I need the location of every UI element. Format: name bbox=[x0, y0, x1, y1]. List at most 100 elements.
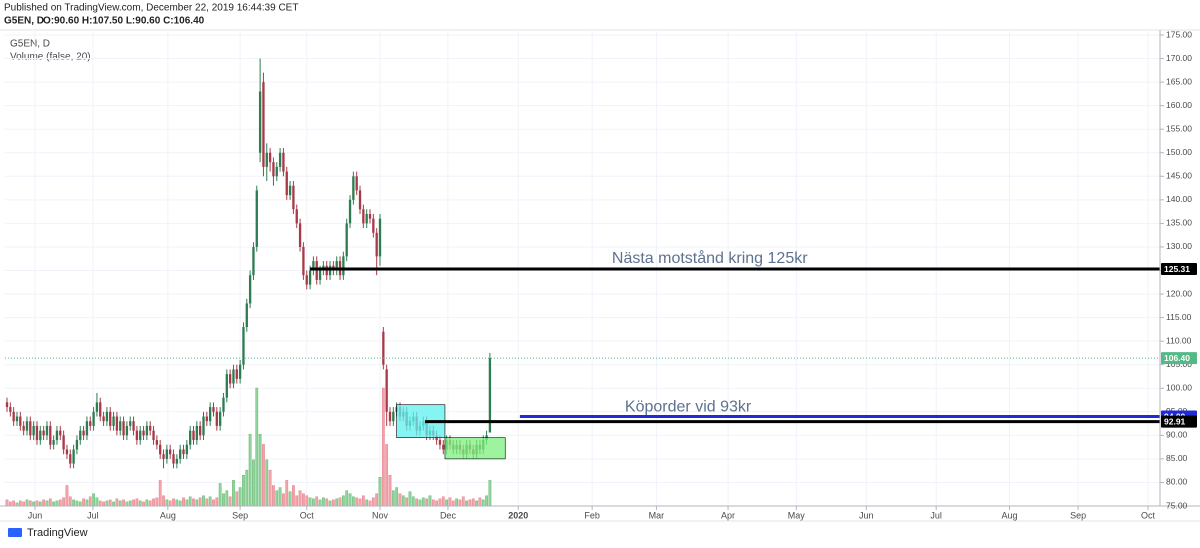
volume-bar bbox=[485, 495, 488, 507]
y-tick-label: 175.00 bbox=[1166, 29, 1192, 39]
annotation-text: Köporder vid 93kr bbox=[625, 398, 752, 415]
volume-bar bbox=[421, 497, 425, 507]
volume-bar bbox=[368, 500, 372, 507]
volume-bar bbox=[425, 498, 429, 507]
candle-body bbox=[32, 425, 35, 436]
y-tick-label: 165.00 bbox=[1166, 76, 1192, 86]
legend-volume: Volume (false, 20) bbox=[10, 52, 91, 63]
volume-bar bbox=[488, 480, 492, 507]
volume-bar bbox=[302, 493, 305, 507]
volume-bar bbox=[78, 501, 82, 507]
volume-bar bbox=[182, 497, 185, 507]
volume-bar bbox=[435, 500, 438, 507]
candle-body bbox=[182, 449, 185, 455]
volume-bar bbox=[475, 500, 478, 507]
candle-body bbox=[35, 425, 39, 441]
candle-body bbox=[348, 199, 352, 224]
candle-body bbox=[129, 421, 132, 426]
candle-body bbox=[149, 425, 152, 431]
candle-body bbox=[52, 440, 55, 445]
volume-bar bbox=[405, 497, 409, 507]
candle-body bbox=[152, 430, 155, 441]
volume-bar bbox=[115, 498, 119, 507]
volume-bar bbox=[222, 493, 225, 507]
volume-bar bbox=[162, 495, 165, 507]
overlay: Nästa motstånd kring 125kr Köporder vid 9… bbox=[5, 249, 1160, 460]
volume-bar bbox=[458, 499, 462, 507]
candle-body bbox=[165, 449, 169, 459]
volume-bar bbox=[471, 498, 475, 507]
x-tick-label: Mar bbox=[649, 510, 665, 520]
y-tick-label: 120.00 bbox=[1166, 288, 1192, 298]
candle-body bbox=[382, 331, 385, 365]
candle-body bbox=[242, 327, 245, 365]
volume-bar bbox=[5, 499, 9, 507]
candle-body bbox=[222, 397, 225, 412]
candle-body bbox=[72, 449, 75, 464]
price-tag-label: 106.40 bbox=[1164, 353, 1190, 363]
candle-body bbox=[282, 152, 285, 172]
volume-bar bbox=[192, 498, 195, 507]
candle-body bbox=[162, 454, 165, 459]
candle-body bbox=[115, 416, 119, 431]
x-tick-label: Aug bbox=[1001, 510, 1017, 520]
volume-bar bbox=[262, 444, 265, 507]
candle-body bbox=[285, 171, 288, 196]
candle-body bbox=[275, 166, 278, 177]
candle-body bbox=[135, 430, 139, 441]
y-tick-label: 145.00 bbox=[1166, 171, 1192, 181]
y-tick-label: 115.00 bbox=[1166, 312, 1192, 322]
volume-bar bbox=[351, 496, 355, 507]
volume-bar bbox=[165, 499, 169, 507]
volume-bar bbox=[355, 497, 359, 507]
volume-bar bbox=[415, 498, 419, 507]
volume-bar bbox=[398, 493, 402, 507]
volume-bar bbox=[12, 500, 16, 507]
ohlc-header: O:90.60 H:107.50 L:90.60 C:106.40 bbox=[43, 16, 205, 27]
price-tag-label: 125.31 bbox=[1164, 264, 1190, 274]
volume-bar bbox=[35, 500, 39, 507]
volume-bar bbox=[52, 501, 55, 507]
volume-bar bbox=[365, 499, 369, 507]
volume-bar bbox=[105, 500, 109, 507]
candle-body bbox=[112, 416, 115, 426]
candle-body bbox=[265, 152, 268, 167]
volume-bar bbox=[461, 496, 465, 507]
volume-bar bbox=[48, 498, 52, 507]
volume-bar bbox=[65, 485, 69, 507]
volume-bar bbox=[371, 497, 375, 507]
volume-bar bbox=[98, 500, 102, 507]
volume-bar bbox=[441, 496, 445, 507]
candle-body bbox=[442, 444, 445, 450]
x-tick-label: Aug bbox=[160, 510, 176, 520]
volume-bar bbox=[218, 483, 222, 507]
volume-bar bbox=[198, 497, 202, 507]
volume-bar bbox=[228, 496, 232, 507]
volume-bar bbox=[388, 475, 392, 507]
x-tick-label: Nov bbox=[372, 510, 389, 520]
candle-body bbox=[29, 421, 32, 436]
volume-bar bbox=[158, 480, 162, 507]
candle-body bbox=[202, 416, 205, 436]
volume-bar bbox=[361, 495, 365, 507]
volume-bar bbox=[258, 433, 262, 507]
volume-bar bbox=[42, 499, 45, 507]
volume-bar bbox=[431, 499, 435, 507]
candle-body bbox=[55, 430, 59, 441]
candle-body bbox=[39, 430, 42, 441]
candle-body bbox=[288, 185, 292, 196]
volume-bar bbox=[375, 493, 379, 507]
candle-body bbox=[102, 416, 105, 422]
volume-bar bbox=[401, 495, 405, 507]
volume-bar bbox=[312, 498, 315, 507]
candle-body bbox=[49, 425, 52, 445]
volume-bar bbox=[272, 485, 275, 507]
candle-body bbox=[42, 430, 45, 436]
price-tag bbox=[1161, 415, 1197, 428]
volume-bar bbox=[285, 480, 289, 507]
volume-bar bbox=[248, 433, 252, 507]
candle-body bbox=[352, 176, 355, 200]
candle-body bbox=[65, 449, 69, 455]
x-tick-label: May bbox=[788, 510, 806, 520]
volume-bar bbox=[235, 491, 239, 507]
